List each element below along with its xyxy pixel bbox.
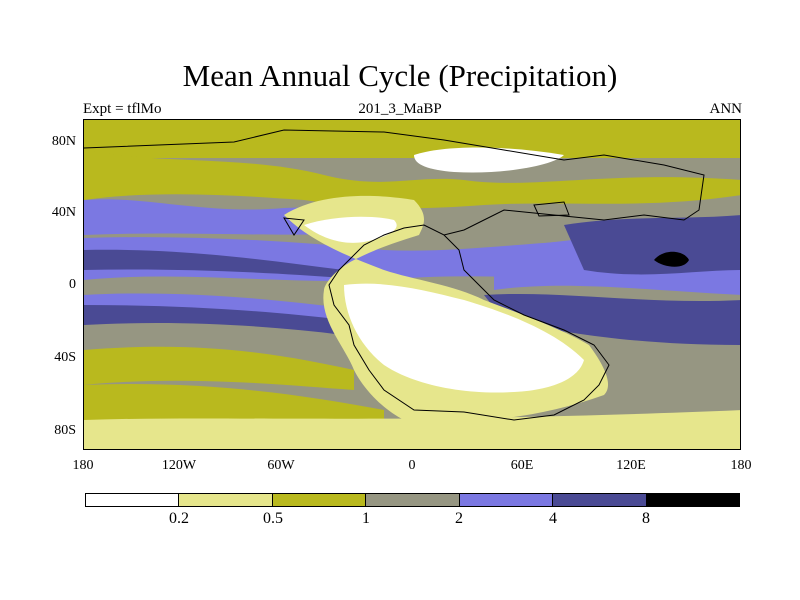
x-tick-label: 60W (267, 458, 295, 473)
band-south-itcz-outer (84, 293, 344, 320)
x-tick-label: 60E (510, 458, 534, 473)
colorbar-label: 0.5 (263, 510, 283, 527)
colorbar-swatch (86, 494, 180, 506)
desert-central (344, 283, 584, 393)
x-tick-label: 0 (408, 458, 416, 473)
y-tick-label: 80N (51, 134, 76, 149)
band-north-mid (84, 150, 740, 209)
y-tick-label: 0 (69, 277, 76, 292)
band-antarctic (84, 410, 740, 449)
precipitation-map (83, 119, 741, 450)
band-south-itcz (84, 303, 344, 335)
colorbar-swatch (272, 494, 367, 506)
time-label: 201_3_MaBP (358, 101, 442, 117)
colorbar-label: 8 (642, 510, 650, 527)
y-tick-label: 40S (54, 350, 76, 365)
coastline-main (84, 129, 705, 421)
x-tick-label: 180 (72, 458, 94, 473)
experiment-label: Expt = tflMo (83, 101, 162, 117)
x-tick-label: 180 (730, 458, 752, 473)
colorbar-swatch (646, 494, 739, 506)
colorbar-label: 1 (362, 510, 370, 527)
colorbar-swatch (553, 494, 647, 506)
season-label: ANN (709, 101, 743, 117)
band-arctic (84, 120, 740, 158)
colorbar-label: 2 (455, 510, 463, 527)
desert-north (304, 216, 397, 243)
colorbar-swatch (459, 494, 554, 506)
map-svg (84, 120, 740, 449)
colorbar-swatch (366, 494, 460, 506)
band-east-dark (484, 294, 740, 345)
coastline-inland-sea (533, 201, 570, 217)
band-east-asia (564, 215, 740, 275)
colorbar (85, 493, 740, 507)
y-tick-label: 40N (51, 205, 76, 220)
colorbar-swatch (179, 494, 273, 506)
x-tick-label: 120W (161, 458, 197, 473)
max-precip-cell (654, 251, 689, 267)
x-tick-label: 120E (616, 458, 646, 473)
coastline-island (283, 217, 305, 236)
band-itcz-core (84, 249, 344, 278)
colorbar-label: 0.2 (169, 510, 189, 527)
plot-title: Mean Annual Cycle (Precipitation) (182, 58, 618, 93)
band-south-yellow (84, 346, 354, 390)
y-tick-label: 80S (54, 423, 76, 438)
colorbar-label: 4 (549, 510, 557, 527)
